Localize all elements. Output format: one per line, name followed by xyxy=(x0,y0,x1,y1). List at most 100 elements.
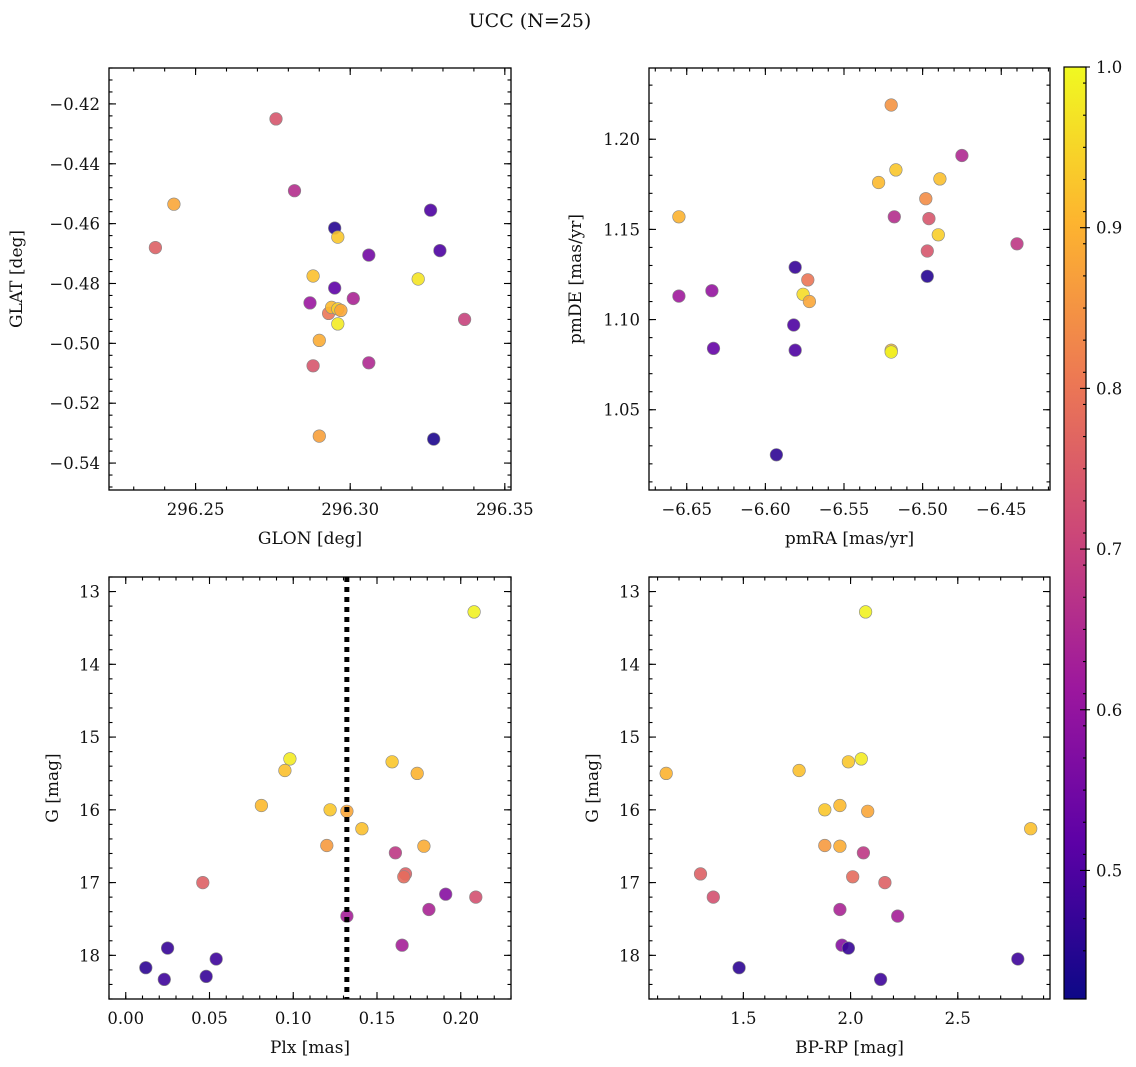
data-point xyxy=(278,763,292,778)
data-point xyxy=(919,192,933,206)
y-tick-label: 16 xyxy=(619,801,640,820)
x-tick-label: 296.25 xyxy=(167,500,225,519)
x-tick-label: 2.0 xyxy=(837,1009,863,1028)
axes-frame xyxy=(648,67,1051,491)
data-point xyxy=(878,875,892,890)
x-tick-label: 2.5 xyxy=(945,1009,971,1028)
data-point xyxy=(693,867,708,881)
data-point xyxy=(346,291,360,306)
data-point xyxy=(1011,952,1025,966)
y-tick-label: 1.10 xyxy=(603,311,640,330)
data-point xyxy=(818,838,832,853)
colorbar-tick-label: 1.0 xyxy=(1096,58,1122,77)
data-point xyxy=(920,269,934,283)
data-point xyxy=(788,343,802,357)
data-point xyxy=(427,432,441,446)
x-tick-label: −6.45 xyxy=(976,500,1027,519)
data-point xyxy=(331,317,345,331)
data-point xyxy=(254,798,268,813)
x-tick-label: 0.15 xyxy=(359,1009,396,1028)
data-point xyxy=(467,605,481,619)
data-point xyxy=(922,212,936,226)
y-tick-label: 15 xyxy=(79,728,100,747)
data-point xyxy=(334,303,348,318)
data-point xyxy=(846,870,860,884)
data-point xyxy=(199,969,213,984)
y-axis-label: G [mag] xyxy=(583,753,603,822)
x-tick-label: −6.55 xyxy=(819,500,870,519)
x-tick-label: −6.60 xyxy=(740,500,791,519)
data-point xyxy=(889,163,903,177)
data-point xyxy=(306,269,320,283)
data-point xyxy=(856,846,871,860)
x-tick-label: 0.20 xyxy=(442,1009,479,1028)
colorbar-tick-label: 0.5 xyxy=(1096,861,1122,880)
data-point xyxy=(871,175,886,190)
y-tick-label: −0.54 xyxy=(49,454,100,473)
colorbar-tick-label: 0.9 xyxy=(1096,219,1122,238)
data-point xyxy=(833,902,847,917)
data-point xyxy=(209,952,223,966)
data-point xyxy=(672,289,686,303)
axes-frame xyxy=(108,67,512,491)
data-point xyxy=(672,210,686,224)
data-point xyxy=(469,890,483,904)
y-tick-label: 1.05 xyxy=(603,401,640,420)
data-point xyxy=(417,839,431,853)
data-point xyxy=(410,766,424,781)
data-point xyxy=(920,244,934,258)
data-point xyxy=(858,605,873,619)
data-point xyxy=(362,248,376,262)
axes-frame xyxy=(648,576,1051,1000)
data-point xyxy=(833,798,847,813)
data-point xyxy=(320,838,334,853)
y-tick-label: 17 xyxy=(79,874,100,893)
colorbar-tick-label: 0.6 xyxy=(1096,701,1122,720)
data-point xyxy=(788,260,802,274)
data-point xyxy=(933,172,947,186)
data-point xyxy=(818,803,832,817)
y-tick-label: 14 xyxy=(79,655,100,674)
y-tick-label: 17 xyxy=(619,874,640,893)
x-tick-label: 0.10 xyxy=(275,1009,312,1028)
data-point xyxy=(884,345,898,359)
data-point xyxy=(706,890,720,904)
data-point xyxy=(659,766,673,781)
data-point xyxy=(891,909,905,923)
data-point xyxy=(732,961,746,975)
data-point xyxy=(861,804,875,818)
data-point xyxy=(433,244,447,258)
scatter-points xyxy=(659,605,1038,987)
data-point xyxy=(769,448,784,462)
data-point xyxy=(306,359,320,373)
data-point xyxy=(287,184,302,198)
data-point xyxy=(388,846,403,860)
y-tick-label: 15 xyxy=(619,728,640,747)
y-tick-label: 13 xyxy=(79,583,100,602)
data-point xyxy=(841,941,856,955)
axes-frame xyxy=(108,576,512,1000)
data-point xyxy=(269,112,283,126)
data-point xyxy=(887,210,901,224)
y-tick-label: 1.20 xyxy=(603,130,640,149)
x-tick-label: 0.00 xyxy=(107,1009,144,1028)
data-point xyxy=(385,755,399,769)
x-axis-label: GLON [deg] xyxy=(258,529,362,549)
x-tick-label: 1.5 xyxy=(730,1009,756,1028)
y-tick-label: 18 xyxy=(79,946,100,965)
colorbar-tick-label: 0.7 xyxy=(1096,540,1122,559)
data-point xyxy=(422,902,436,917)
panel-g-vs-plx: 0.00 0.05 0.10 0.15 0.20 13 14 15 16 17 18 Plx [mas… xyxy=(43,576,512,1058)
data-point xyxy=(328,281,342,295)
data-point xyxy=(395,938,409,952)
data-point xyxy=(196,875,210,890)
data-point xyxy=(705,284,719,298)
data-point xyxy=(458,312,472,327)
x-tick-label: −6.65 xyxy=(661,500,712,519)
y-tick-label: −0.50 xyxy=(49,334,100,353)
data-point xyxy=(873,972,888,987)
figure-title: UCC (N=25) xyxy=(469,10,592,32)
data-point xyxy=(283,752,297,766)
y-tick-label: −0.48 xyxy=(49,274,100,293)
y-tick-label: 14 xyxy=(619,655,640,674)
